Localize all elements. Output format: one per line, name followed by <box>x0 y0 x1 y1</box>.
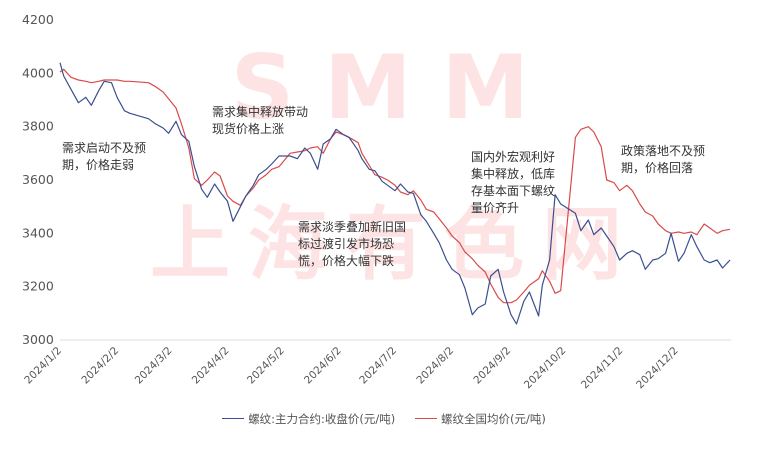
watermark-shanghai-metals: 上海有色网 <box>150 198 640 291</box>
legend: 螺纹:主力合约:收盘价(元/吨) 螺纹全国均价(元/吨) <box>0 408 768 427</box>
x-tick-label: 2024/1/2 <box>22 345 64 387</box>
annotation-4: 国内外宏观利好 集中释放，低库 存基本面下螺纹 量价齐升 <box>471 150 556 215</box>
x-tick-label: 2024/8/2 <box>414 345 456 387</box>
y-axis: 3000 3200 3400 3600 3800 4000 4200 <box>22 12 54 347</box>
x-tick-label: 2024/10/2 <box>522 345 569 392</box>
legend-swatch-blue <box>222 418 245 419</box>
y-tick-label: 3200 <box>22 279 54 294</box>
x-tick-label: 2024/11/2 <box>579 345 626 392</box>
x-tick-label: 2024/9/2 <box>471 345 513 387</box>
y-tick-label: 3800 <box>22 119 54 134</box>
legend-label: 螺纹全国均价(元/吨) <box>440 411 546 426</box>
annotation-3: 需求淡季叠加新旧国 标过渡引发市场恐 慌，价格大幅下跌 <box>298 220 407 268</box>
series-national-avg-line <box>59 68 731 304</box>
y-tick-label: 3600 <box>22 172 54 187</box>
x-tick-label: 2024/6/2 <box>302 345 344 387</box>
legend-item-national-avg[interactable]: 螺纹全国均价(元/吨) <box>414 411 546 427</box>
series-lines <box>59 62 731 325</box>
x-tick-label: 2024/4/2 <box>190 345 232 387</box>
x-tick-label: 2024/2/2 <box>79 345 121 387</box>
y-tick-label: 3400 <box>22 225 54 240</box>
annotation-1: 需求启动不及预 期，价格走弱 <box>62 141 147 172</box>
x-tick-label: 2024/3/2 <box>133 345 175 387</box>
watermark-smm: SMM <box>231 36 560 139</box>
series-futures-close-line <box>59 62 731 325</box>
annotation-2: 需求集中释放带动 现货价格上涨 <box>212 105 309 136</box>
x-tick-label: 2024/7/2 <box>357 345 399 387</box>
legend-swatch-red <box>414 418 437 419</box>
y-tick-label: 3000 <box>22 332 54 347</box>
watermark: SMM 上海有色网 <box>150 36 640 291</box>
legend-item-futures-close[interactable]: 螺纹:主力合约:收盘价(元/吨) <box>222 411 395 427</box>
x-tick-label: 2024/12/2 <box>634 345 681 392</box>
annotation-5: 政策落地不及预 期，价格回落 <box>621 144 706 175</box>
x-axis: 2024/1/2 2024/2/2 2024/3/2 2024/4/2 2024/5/2… <box>22 345 680 392</box>
y-tick-label: 4200 <box>22 12 54 27</box>
legend-label: 螺纹:主力合约:收盘价(元/吨) <box>248 411 396 426</box>
x-tick-label: 2024/5/2 <box>245 345 287 387</box>
y-tick-label: 4000 <box>22 65 54 80</box>
